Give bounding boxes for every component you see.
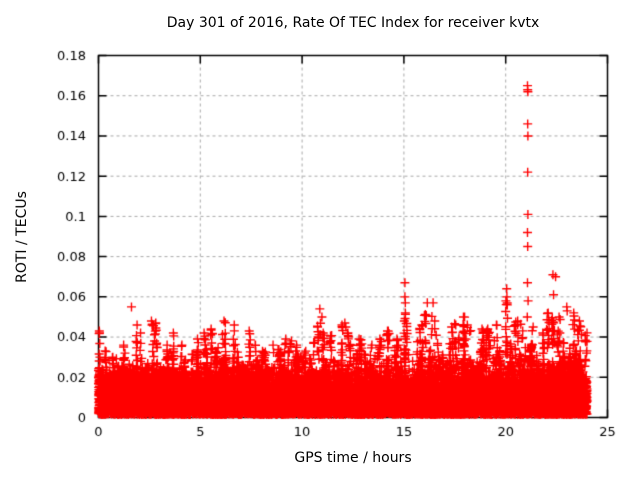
y-axis-label: ROTI / TECUs <box>14 191 30 283</box>
x-axis-label: GPS time / hours <box>294 450 412 466</box>
chart-title: Day 301 of 2016, Rate Of TEC Index for r… <box>166 15 540 31</box>
